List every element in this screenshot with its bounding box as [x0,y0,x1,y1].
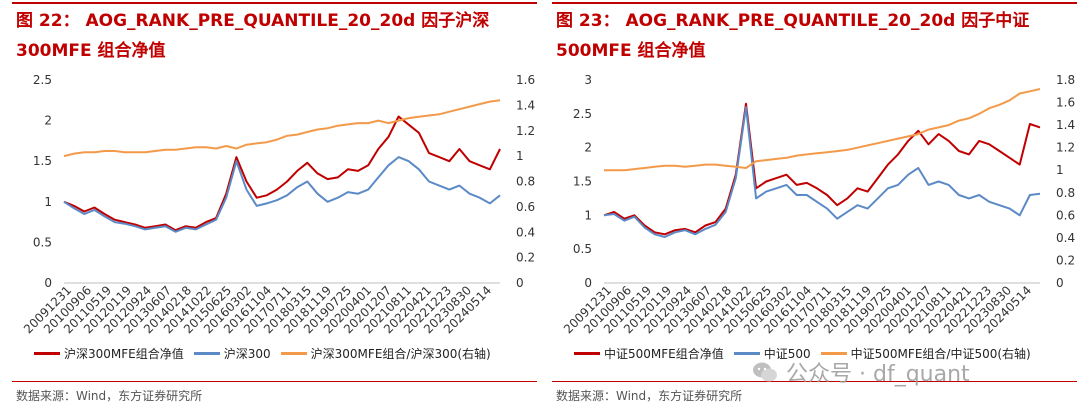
y-right-tick-label: 1 [516,149,524,163]
y-right-tick-label: 0.4 [516,225,535,239]
y-right-tick-label: 1.4 [1056,118,1075,132]
source-rule [12,381,537,382]
legend-label-ratio: 中证500MFE组合/中证500(右轴) [850,347,1031,361]
line-chart: 00.511.522.500.20.40.60.811.21.41.620091… [21,73,535,336]
y-right-tick-label: 1 [1056,163,1064,177]
legend-item-index: 沪深300 [193,345,271,362]
chart-title-line1: 图 22： AOG_RANK_PRE_QUANTILE_20_20d 因子沪深 [16,11,490,31]
y-right-tick-label: 1.8 [1056,73,1075,87]
y-right-tick-label: 0.4 [1056,231,1075,245]
legend-label-ratio: 沪深300MFE组合/沪深300(右轴) [310,347,491,361]
watermark-text: 公众号 · df_quant [786,362,970,387]
y-left-tick-label: 2.5 [33,73,52,87]
chart-title: 图 23： AOG_RANK_PRE_QUANTILE_20_20d 因子中证 … [556,6,1071,66]
chart-title-line2: 500MFE 组合净值 [556,41,706,61]
y-right-tick-label: 0.8 [1056,186,1075,200]
y-left-tick-label: 3 [584,73,592,87]
legend-item-ratio: 中证500MFE组合/中证500(右轴) [820,345,1031,362]
legend-swatch-portfolio [574,352,600,355]
y-right-tick-label: 1.6 [1056,96,1075,110]
y-left-tick-label: 0 [584,276,592,290]
chart-title-line1: 图 23： AOG_RANK_PRE_QUANTILE_20_20d 因子中证 [556,11,1030,31]
y-right-tick-label: 0 [516,276,524,290]
y-left-tick-label: 2.5 [573,107,592,121]
title-rule [552,2,1077,4]
y-right-tick-label: 0.8 [516,175,535,189]
ratio-line [63,99,501,158]
index-line [63,156,501,233]
legend-item-index: 中证500 [733,345,811,362]
y-right-tick-label: 1.2 [1056,141,1075,155]
chart-title-line2: 300MFE 组合净值 [16,41,166,61]
portfolio-line [63,115,501,232]
chart-panel-left: 图 22： AOG_RANK_PRE_QUANTILE_20_20d 因子沪深 … [12,0,537,412]
source-rule [552,381,1077,382]
legend-swatch-ratio [280,352,307,355]
y-left-tick-label: 1.5 [573,175,592,189]
portfolio-line [603,102,1041,236]
y-right-tick-label: 0 [1056,276,1064,290]
legend-item-portfolio: 中证500MFE组合净值 [574,345,724,362]
y-left-tick-label: 2 [584,141,592,155]
wechat-icon [753,362,777,382]
legend-label-portfolio: 沪深300MFE组合净值 [64,347,184,361]
y-left-tick-label: 1 [44,195,52,209]
data-source-note: 数据来源：Wind，东方证券研究所 [556,389,743,403]
legend-swatch-portfolio [34,352,60,355]
y-left-tick-label: 1.5 [33,154,52,168]
y-right-tick-label: 1.6 [516,73,535,87]
chart-title: 图 22： AOG_RANK_PRE_QUANTILE_20_20d 因子沪深 … [16,6,531,66]
y-left-tick-label: 0.5 [573,242,592,256]
y-right-tick-label: 0.6 [1056,208,1075,222]
y-right-tick-label: 0.2 [1056,253,1075,267]
ratio-line [604,88,1041,172]
y-left-tick-label: 0.5 [33,235,52,249]
title-rule [12,2,537,4]
y-right-tick-label: 1.4 [516,98,535,112]
watermark: 公众号 · df_quant [752,356,970,388]
legend-item-portfolio: 沪深300MFE组合净值 [34,345,184,362]
y-right-tick-label: 0.6 [516,200,535,214]
y-right-tick-label: 1.2 [516,124,535,138]
data-source-note: 数据来源：Wind，东方证券研究所 [16,389,203,403]
chart-legend: 中证500MFE组合净值 中证500 中证500MFE组合/中证500(右轴) [574,345,1041,362]
legend-swatch-ratio [820,352,847,355]
legend-label-index: 沪深300 [223,347,271,361]
line-chart: 00.511.522.5300.20.40.60.811.21.41.61.82… [561,73,1075,336]
y-left-tick-label: 2 [44,114,52,128]
legend-item-ratio: 沪深300MFE组合/沪深300(右轴) [280,345,491,362]
chart-legend: 沪深300MFE组合净值 沪深300 沪深300MFE组合/沪深300(右轴) [34,345,501,362]
index-line [603,106,1041,238]
chart-panel-right: 图 23： AOG_RANK_PRE_QUANTILE_20_20d 因子中证 … [552,0,1077,412]
y-right-tick-label: 0.2 [516,251,535,265]
legend-swatch-index [193,352,220,355]
y-left-tick-label: 0 [44,276,52,290]
y-left-tick-label: 1 [584,208,592,222]
legend-label-index: 中证500 [763,347,811,361]
legend-label-portfolio: 中证500MFE组合净值 [604,347,724,361]
legend-swatch-index [733,352,760,355]
